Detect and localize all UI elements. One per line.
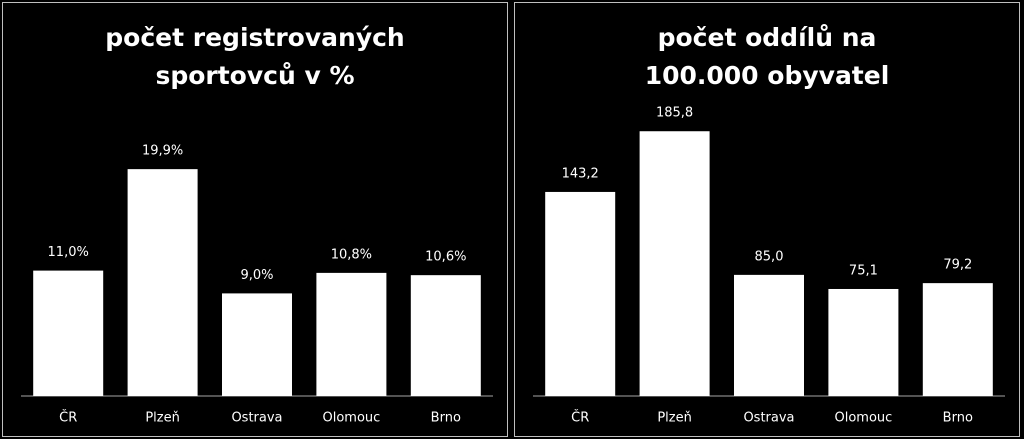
x-tick-label: Ostrava [231,411,282,426]
value-label: 85,0 [755,249,784,264]
x-tick-label: ČR [571,410,589,426]
x-tick-label: Ostrava [743,411,794,426]
x-tick-label: Brno [431,411,461,426]
value-label: 10,6% [425,250,466,265]
value-label: 19,9% [142,144,183,159]
bar [222,293,292,396]
value-label: 185,8 [656,106,693,121]
title-wrap: počet registrovaných sportovců v % [3,19,507,95]
value-label: 143,2 [562,166,599,181]
bar [545,191,616,396]
x-tick-label: Olomouc [834,411,892,426]
bar [33,270,104,396]
bar [410,275,481,396]
chart-panel: 11,0% ČR 19,9% Plzeň 9,0% Ostrava 10,8% Olomouc… [2,2,508,437]
bar [316,272,387,396]
x-tick-label: Brno [943,411,973,426]
x-tick-label: Olomouc [322,411,380,426]
x-tick-label: Plzeň [145,411,180,426]
x-tick-label: ČR [59,410,77,426]
bar [922,283,993,396]
value-label: 9,0% [240,268,273,283]
bar [127,169,198,396]
value-label: 79,2 [943,258,972,273]
value-label: 75,1 [849,263,878,278]
chart: 11,0% ČR 19,9% Plzeň 9,0% Ostrava 10,8% Olomouc… [21,144,493,426]
chart: 143,2 ČR 185,8 Plzeň 85,0 Ostrava 75,1 Olomouc 7… [533,106,1005,426]
bar [734,274,804,396]
value-label: 11,0% [48,245,89,260]
chart-title: počet registrovaných sportovců v % [105,23,405,90]
bar [828,288,899,396]
title-wrap: počet oddílů na 100.000 obyvatel [515,19,1019,95]
bar [639,131,710,397]
value-label: 10,8% [331,247,372,262]
chart-title: počet oddílů na 100.000 obyvatel [644,23,890,90]
chart-panel: 143,2 ČR 185,8 Plzeň 85,0 Ostrava 75,1 Olomouc 7… [514,2,1020,437]
x-tick-label: Plzeň [657,411,692,426]
